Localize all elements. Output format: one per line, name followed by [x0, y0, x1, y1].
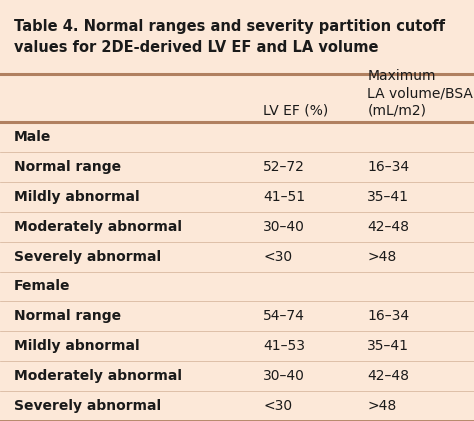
Text: >48: >48 [367, 399, 397, 413]
Text: Normal range: Normal range [14, 160, 121, 174]
Text: Normal range: Normal range [14, 309, 121, 323]
Text: 41–51: 41–51 [263, 190, 305, 204]
Text: 54–74: 54–74 [263, 309, 305, 323]
Text: <30: <30 [263, 250, 292, 264]
Text: Table 4. Normal ranges and severity partition cutoff
values for 2DE-derived LV E: Table 4. Normal ranges and severity part… [14, 19, 446, 55]
Text: Female: Female [14, 280, 71, 293]
Text: Moderately abnormal: Moderately abnormal [14, 220, 182, 234]
Text: 16–34: 16–34 [367, 309, 410, 323]
Text: Mildly abnormal: Mildly abnormal [14, 190, 140, 204]
Text: 42–48: 42–48 [367, 369, 410, 383]
Text: Male: Male [14, 130, 52, 144]
Text: 35–41: 35–41 [367, 339, 410, 353]
Text: 30–40: 30–40 [263, 369, 305, 383]
Text: 35–41: 35–41 [367, 190, 410, 204]
Text: >48: >48 [367, 250, 397, 264]
Text: Severely abnormal: Severely abnormal [14, 399, 161, 413]
Text: Severely abnormal: Severely abnormal [14, 250, 161, 264]
Text: <30: <30 [263, 399, 292, 413]
Text: Mildly abnormal: Mildly abnormal [14, 339, 140, 353]
Text: 42–48: 42–48 [367, 220, 410, 234]
Text: LV EF (%): LV EF (%) [263, 103, 328, 117]
Text: 52–72: 52–72 [263, 160, 305, 174]
Text: 30–40: 30–40 [263, 220, 305, 234]
Text: 41–53: 41–53 [263, 339, 305, 353]
Text: 16–34: 16–34 [367, 160, 410, 174]
Text: Moderately abnormal: Moderately abnormal [14, 369, 182, 383]
Text: Maximum
LA volume/BSA
(mL/m2): Maximum LA volume/BSA (mL/m2) [367, 69, 473, 118]
